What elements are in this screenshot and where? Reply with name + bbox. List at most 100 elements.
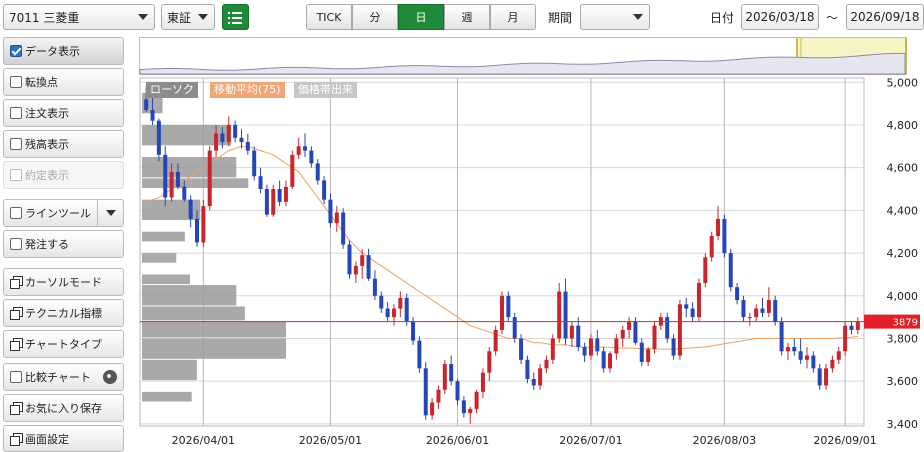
send-order-toggle[interactable]: 発注する [3, 230, 124, 258]
compare-chart-label: 比較チャート [25, 371, 91, 384]
candle-up [283, 186, 288, 202]
volume-profile-bar [142, 391, 192, 402]
cursor-mode-button[interactable]: カーソルモード [3, 268, 124, 296]
candle-down [366, 255, 371, 279]
turning-point-toggle[interactable]: 転換点 [3, 68, 124, 96]
candle-down [601, 351, 606, 369]
candle-up [500, 295, 504, 330]
popup-window-icon [10, 307, 23, 320]
checkbox-icon [10, 107, 22, 119]
y-tick-label: 4,000 [887, 290, 919, 303]
candle-up [493, 329, 498, 352]
volume-profile-bar [142, 199, 201, 221]
candle-up [430, 402, 435, 416]
order-display-label: 注文表示 [25, 107, 69, 120]
candle-down [849, 325, 854, 330]
volume-profile-bar [142, 274, 190, 285]
chart-type-button[interactable]: チャートタイプ [3, 330, 124, 358]
date-from-input[interactable]: 2026/03/18 [741, 4, 819, 30]
x-tick-label: 2026/05/01 [299, 434, 362, 447]
candle-down [639, 342, 644, 362]
volume-profile-bar [142, 306, 245, 321]
candle-down [144, 99, 149, 111]
cursor-mode-label: カーソルモード [25, 276, 102, 289]
screen-settings-label: 画面設定 [25, 432, 69, 446]
data-display-toggle[interactable]: データ表示 [3, 37, 124, 65]
candle-down [277, 189, 282, 202]
candle-up [290, 154, 295, 187]
save-favorite-button[interactable]: お気に入り保存 [3, 394, 124, 422]
candle-up [436, 389, 441, 403]
compare-chart-toggle[interactable]: 比較チャート [3, 363, 124, 391]
y-tick-label: 4,400 [887, 204, 919, 217]
line-tool-dropdown-button[interactable] [97, 200, 123, 226]
timeframe-day-button[interactable]: 日 [398, 4, 444, 30]
balance-display-toggle[interactable]: 残高表示 [3, 130, 124, 158]
candle-up [614, 338, 619, 354]
popup-window-icon [10, 432, 23, 446]
timeframe-month-button[interactable]: 月 [490, 4, 536, 30]
current-price-text: 3879 [893, 318, 918, 329]
candle-down [728, 253, 733, 288]
volume-profile-bar [142, 178, 249, 189]
candle-down [798, 351, 803, 360]
candle-up [836, 351, 841, 360]
legend-candle: ローソク [146, 82, 198, 98]
candle-down [264, 189, 269, 215]
candle-down [779, 321, 784, 352]
candle-up [169, 171, 174, 198]
chart-navigator[interactable] [139, 37, 907, 75]
candle-down [328, 199, 333, 224]
candle-down [195, 218, 200, 243]
checkbox-icon [10, 207, 22, 219]
period-label: 期間 [548, 11, 573, 25]
date-to-input[interactable]: 2026/09/18 [846, 4, 924, 30]
candle-up [703, 257, 708, 283]
chart-type-label: チャートタイプ [25, 338, 102, 351]
candle-up [569, 325, 574, 339]
order-display-toggle[interactable]: 注文表示 [3, 99, 124, 127]
y-tick-label: 4,800 [887, 119, 919, 132]
candle-down [461, 400, 466, 414]
technical-indicator-button[interactable]: テクニカル指標 [3, 299, 124, 327]
checkbox-icon [10, 169, 22, 181]
timeframe-tick-button[interactable]: TICK [306, 4, 352, 30]
candle-up [754, 308, 759, 318]
candle-down [411, 321, 416, 341]
candle-down [519, 338, 524, 360]
candle-up [804, 355, 809, 360]
candle-up [830, 359, 835, 369]
candle-down [741, 300, 746, 318]
candle-down [563, 291, 568, 339]
candle-down [163, 154, 168, 198]
candle-down [423, 368, 428, 416]
stock-select[interactable]: 7011 三菱重 [3, 4, 155, 30]
candle-down [347, 244, 352, 275]
balance-display-label: 残高表示 [25, 138, 69, 151]
line-tool-toggle[interactable]: ラインツール [3, 199, 124, 227]
timeframe-minute-button[interactable]: 分 [352, 4, 398, 30]
popup-window-icon [10, 402, 23, 415]
candle-up [468, 408, 473, 414]
market-select[interactable]: 東証 [161, 4, 215, 30]
x-tick-label: 2026/04/01 [172, 434, 235, 447]
candle-down [576, 325, 581, 348]
volume-profile-bar [142, 124, 232, 146]
legend-moving-average: 移動平均(75) [210, 82, 285, 98]
timeframe-week-button[interactable]: 週 [444, 4, 490, 30]
candle-up [353, 265, 358, 275]
candle-down [684, 304, 689, 309]
candle-down [525, 359, 530, 380]
list-view-button[interactable] [222, 4, 249, 30]
candle-down [595, 338, 600, 352]
candle-down [722, 218, 727, 254]
x-tick-label: 2026/06/01 [426, 434, 489, 447]
period-select[interactable] [580, 4, 650, 30]
send-order-label: 発注する [25, 238, 69, 251]
candle-down [303, 146, 308, 151]
date-label: 日付 [710, 11, 735, 25]
candle-down [150, 110, 155, 121]
candle-up [201, 206, 206, 243]
gear-icon[interactable] [103, 370, 117, 384]
